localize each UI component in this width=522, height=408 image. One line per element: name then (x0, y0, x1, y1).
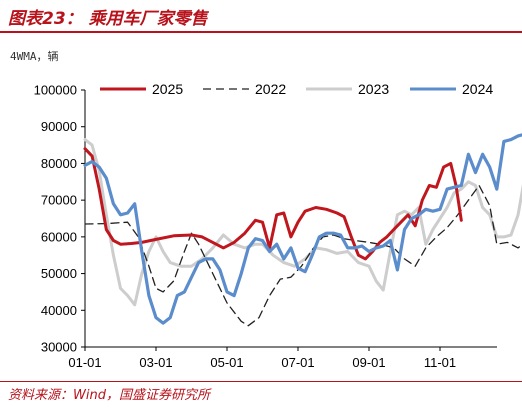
legend: 2025 2022 2023 2024 (100, 81, 493, 97)
y-tick-label: 30000 (41, 340, 77, 355)
source-note: 资料来源：Wind，国盛证券研究所 (8, 388, 210, 403)
y-tick-label: 70000 (41, 193, 77, 208)
figure-title: 图表23： 乘用车厂家零售 (8, 9, 208, 29)
x-tick-label: 03-01 (139, 355, 172, 370)
x-tick-label: 07-01 (281, 355, 314, 370)
x-tick-label: 01-01 (68, 355, 101, 370)
unit-label: 4WMA，辆 (10, 49, 59, 63)
x-tick-label: 05-01 (210, 355, 243, 370)
series-line-2025 (83, 147, 463, 261)
legend-label-2025: 2025 (152, 81, 183, 97)
footer-divider (0, 381, 522, 382)
title-divider (0, 31, 522, 33)
legend-label-2024: 2024 (462, 81, 493, 97)
x-tick-label: 09-01 (352, 355, 385, 370)
series-line-2024 (83, 133, 522, 325)
x-tick-label: 11-01 (424, 355, 456, 370)
legend-label-2023: 2023 (358, 81, 389, 97)
series-lines (83, 133, 522, 327)
y-tick-label: 90000 (41, 119, 77, 134)
y-tick-label: 50000 (41, 266, 77, 281)
y-tick-label: 60000 (41, 229, 77, 244)
y-tick-label: 40000 (41, 303, 77, 318)
series-line-2023 (83, 138, 522, 307)
y-tick-label: 80000 (41, 156, 77, 171)
y-axis-ticks: 30000 40000 50000 60000 70000 80000 90000 10000… (34, 83, 85, 355)
legend-label-2022: 2022 (255, 81, 286, 97)
x-axis-ticks: 01-01 03-01 05-01 07-01 09-01 11-01 (68, 347, 456, 370)
y-tick-label: 100000 (34, 83, 77, 98)
